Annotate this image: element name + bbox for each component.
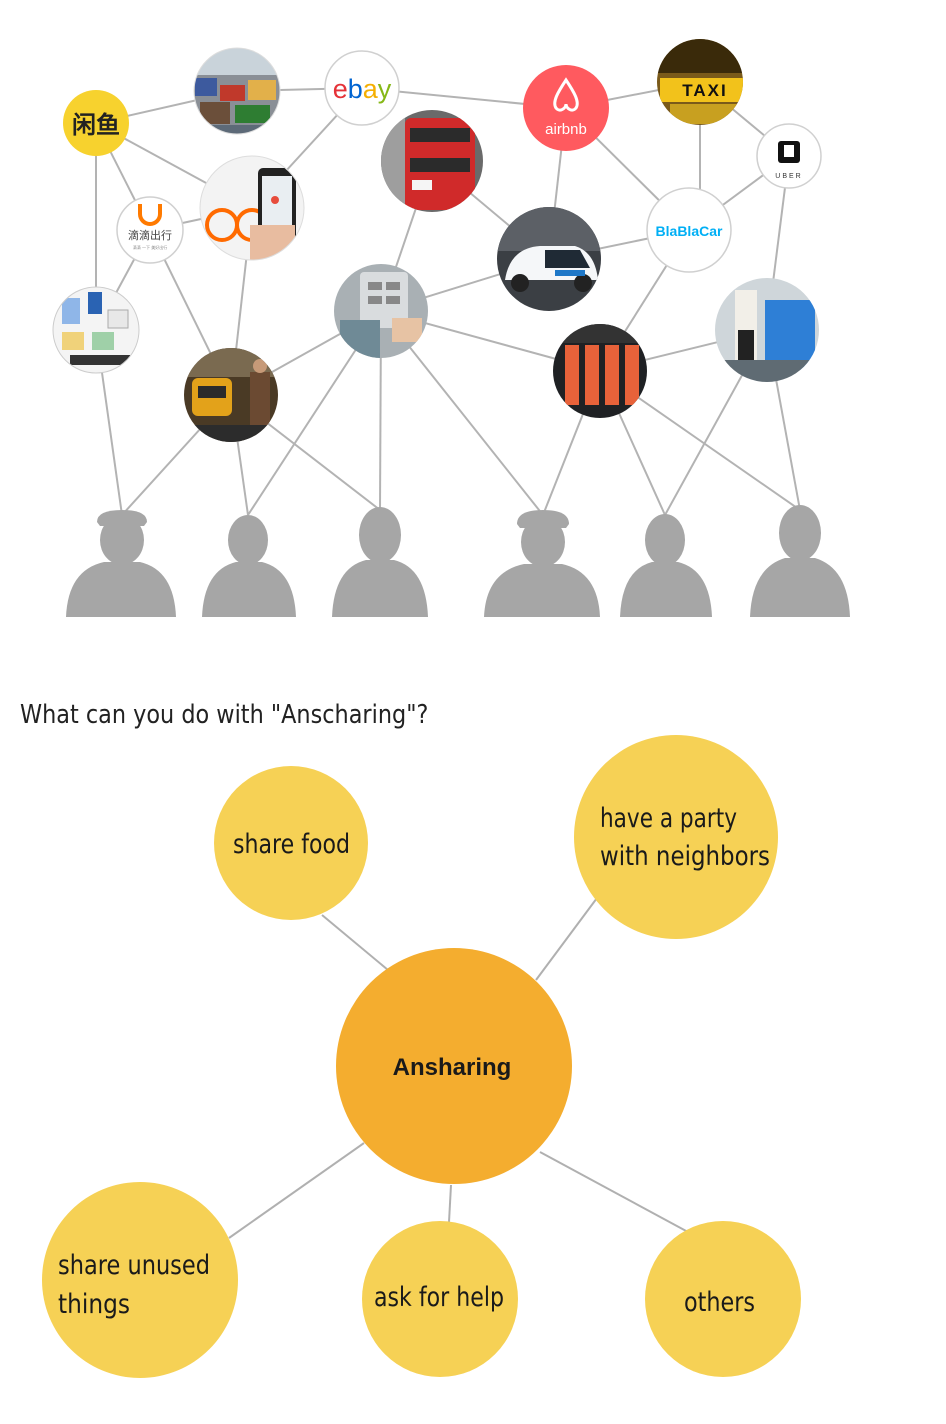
taxi-photo-icon: TAXI — [657, 39, 743, 125]
office-items-photo-icon — [52, 286, 140, 374]
node-share-food-label: share food — [233, 829, 350, 860]
node-party-label-line2: with neighbors — [600, 841, 770, 872]
node-party-label-line1: have a party — [600, 803, 737, 834]
xianyu-logo-node: 闲鱼 — [63, 90, 129, 156]
ansharing-mindmap: share food have a party with neighbors A… — [42, 735, 801, 1378]
center-label: Ansharing — [393, 1054, 512, 1081]
node-party: have a party with neighbors — [574, 735, 778, 939]
node-unused-label-line1: share unused — [58, 1250, 210, 1281]
node-unused-label-line2: things — [58, 1289, 130, 1320]
mindmap-links — [228, 897, 689, 1239]
node-unused: share unused things — [42, 1182, 238, 1378]
node-center: Ansharing — [336, 948, 572, 1184]
airbnb-logo-node: airbnb — [523, 65, 609, 151]
person-icon — [202, 515, 296, 617]
person-icon — [332, 507, 428, 617]
ebay-logo-node: ebay — [324, 50, 400, 126]
xianyu-logo-text: 闲鱼 — [72, 111, 120, 139]
node-help: ask for help — [362, 1221, 518, 1377]
question-heading: What can you do with "Anscharing"? — [20, 700, 429, 730]
ebay-logo-text: ebay — [333, 74, 392, 104]
taxi-sign-text: TAXI — [682, 81, 727, 100]
node-others-label: others — [684, 1287, 755, 1318]
person-icon — [484, 510, 600, 617]
car-sharing-photo-icon — [497, 207, 601, 311]
didi-logo-node: 滴滴出行 滴滴 一下 美好出行 — [116, 196, 184, 264]
node-help-label: ask for help — [374, 1282, 504, 1313]
sharing-network-diagram: 闲鱼 ebay airbnb TAXI — [52, 39, 850, 617]
metro-photo-icon — [184, 348, 278, 442]
node-others: others — [645, 1221, 801, 1377]
didi-logo-subtext: 滴滴 一下 美好出行 — [133, 244, 168, 250]
person-icon — [66, 510, 176, 617]
bike-app-photo-icon — [199, 155, 305, 261]
people-row — [66, 505, 850, 617]
person-icon — [620, 514, 712, 617]
powerbank-photo-icon — [334, 264, 428, 358]
person-icon — [750, 505, 850, 617]
blablacar-logo-text: BlaBlaCar — [656, 223, 723, 239]
airbnb-logo-text: airbnb — [545, 121, 587, 138]
uber-logo-text: UBER — [775, 173, 802, 180]
umbrellas-photo-icon — [553, 324, 647, 418]
flea-market-photo-icon — [193, 47, 281, 135]
node-share-food: share food — [214, 766, 368, 920]
uber-logo-node: UBER — [756, 123, 822, 189]
didi-logo-text: 滴滴出行 — [128, 228, 172, 242]
blablacar-logo-node: BlaBlaCar — [646, 187, 732, 273]
bus-photo-icon — [381, 110, 483, 212]
train-interior-photo-icon — [715, 278, 819, 382]
